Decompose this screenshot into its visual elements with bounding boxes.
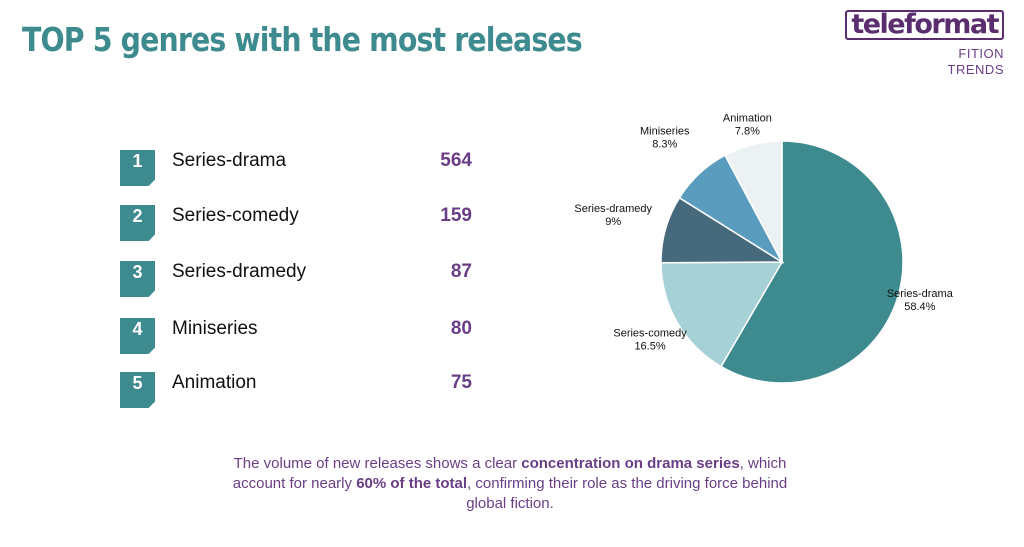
rank-badge: 2 [120, 205, 155, 241]
genre-name: Series-drama [172, 150, 287, 171]
pie-value-label: 8.3% [652, 138, 677, 150]
rank-badge: 5 [120, 372, 155, 408]
release-count: 159 [440, 205, 472, 226]
summary-caption: The volume of new releases shows a clear… [230, 454, 790, 514]
rank-badge: 1 [120, 150, 155, 186]
pie-label: Animation [723, 112, 772, 124]
teleformat-logo: teleformat [845, 10, 1004, 40]
release-count: 75 [450, 372, 472, 393]
pie-slice-series-drama [720, 140, 904, 384]
pie-label: Series-comedy [613, 327, 687, 339]
brand-subtitle-line1: FITION [958, 46, 1004, 61]
ranking-row: 1 Series-drama 564 [120, 150, 500, 186]
pie-value-label: 7.8% [735, 125, 760, 137]
caption-text-2: , which account for nearly [232, 455, 787, 492]
pie-label: Miniseries [640, 125, 690, 137]
pie-label: Series-dramedy [574, 203, 652, 215]
genre-name: Animation [172, 372, 257, 393]
caption-text-3: , confirming their role as the driving f… [466, 475, 788, 512]
pie-slice-animation [724, 140, 783, 263]
ranking-row: 5 Animation 75 [120, 372, 500, 408]
release-count: 80 [450, 318, 472, 339]
genre-name: Miniseries [172, 318, 258, 339]
pie-value-label: 58.4% [904, 301, 935, 313]
caption-text-1: The volume of new releases shows a clear [233, 455, 522, 472]
pie-value-label: 9% [605, 216, 621, 228]
rank-badge: 4 [120, 318, 155, 354]
ranking-row: 4 Miniseries 80 [120, 318, 500, 354]
pie-value-label: 16.5% [634, 340, 665, 352]
genre-name: Series-dramedy [172, 261, 307, 282]
release-count: 564 [440, 150, 472, 171]
page-title: TOP 5 genres with the most releases [22, 20, 583, 59]
pie-label: Series-drama [887, 288, 954, 300]
ranking-row: 2 Series-comedy 159 [120, 205, 500, 241]
genre-name: Series-comedy [172, 205, 299, 226]
caption-bold-2: 60% of the total [356, 475, 468, 492]
pie-slice-series-comedy [660, 261, 784, 368]
caption-bold-1: concentration on drama series [521, 455, 740, 472]
ranking-row: 3 Series-dramedy 87 [120, 261, 500, 297]
brand-block: teleformat FITION TRENDS [845, 10, 1004, 78]
release-count: 87 [450, 261, 472, 282]
rank-badge: 3 [120, 261, 155, 297]
brand-subtitle-line2: TRENDS [947, 62, 1004, 77]
